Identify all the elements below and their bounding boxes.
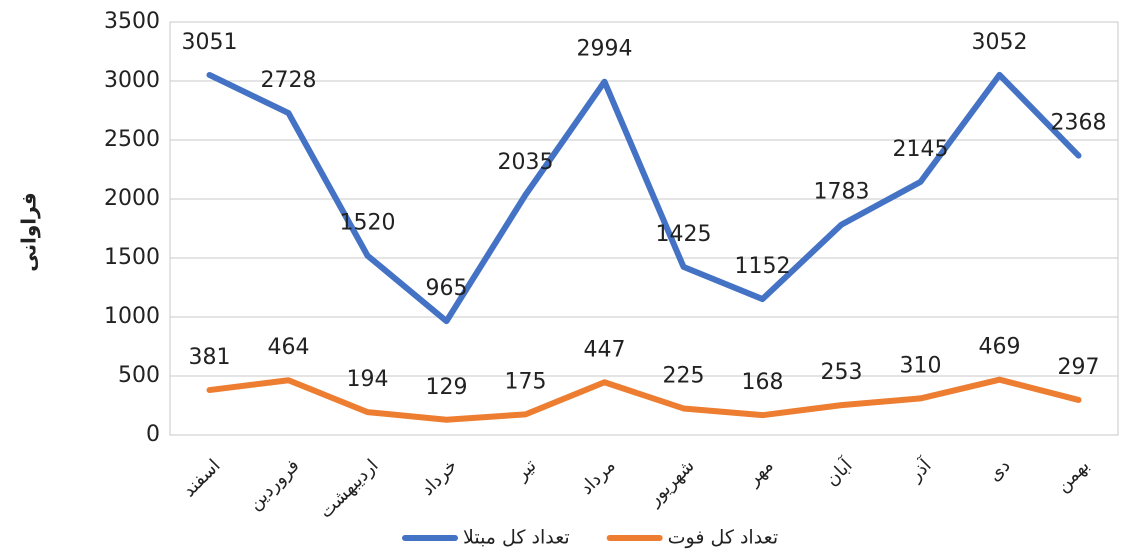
data-label: 297 [1058, 355, 1100, 380]
y-tick-label: 500 [118, 363, 160, 388]
y-tick-label: 3500 [104, 9, 160, 34]
data-label: 225 [663, 363, 705, 388]
data-label: 447 [584, 337, 626, 362]
data-label: 2145 [893, 137, 949, 162]
data-label: 3052 [972, 30, 1028, 55]
x-tick-label: مرداد [576, 455, 620, 499]
x-tick-label: مهر [742, 455, 777, 490]
x-tick-label: فروردین [244, 455, 303, 514]
series-line [206, 376, 1082, 423]
data-label: 1152 [735, 254, 791, 279]
data-label: 168 [742, 370, 784, 395]
x-tick-label: بهمن [1052, 455, 1093, 496]
y-tick-label: 2500 [104, 127, 160, 152]
x-tick-label: آذر [903, 453, 936, 486]
data-label: 253 [821, 360, 863, 385]
data-label: 1520 [340, 211, 396, 236]
data-label: 2368 [1051, 111, 1107, 136]
data-label: 1783 [814, 180, 870, 205]
y-tick-label: 3000 [104, 68, 160, 93]
data-label: 381 [189, 345, 231, 370]
y-axis-label: فراوانی [17, 192, 41, 271]
data-label: 464 [268, 335, 310, 360]
data-label: 310 [900, 353, 942, 378]
data-label: 2994 [577, 37, 633, 62]
data-label: 194 [347, 367, 389, 392]
x-tick-label: دی [984, 455, 1014, 485]
x-tick-label: شهریور [643, 455, 698, 510]
x-tick-label: خرداد [417, 455, 462, 500]
y-tick-label: 0 [146, 422, 160, 447]
y-tick-label: 1000 [104, 304, 160, 329]
legend-label: تعداد کل مبتلا [463, 527, 570, 549]
series-line [206, 71, 1082, 325]
legend-label: تعداد کل فوت [668, 527, 778, 549]
data-label: 965 [426, 276, 468, 301]
data-label: 2728 [261, 68, 317, 93]
data-label: 129 [426, 375, 468, 400]
y-tick-label: 1500 [104, 245, 160, 270]
x-tick-label: اردیبهشت [315, 455, 382, 522]
y-tick-label: 2000 [104, 186, 160, 211]
data-label: 1425 [656, 222, 712, 247]
data-label: 3051 [182, 30, 238, 55]
data-label: 175 [505, 369, 547, 394]
data-label: 469 [979, 335, 1021, 360]
x-tick-label: آبان [820, 453, 857, 490]
x-tick-label: اسفند [179, 455, 225, 501]
x-tick-label: تیر [511, 455, 541, 485]
data-label: 2035 [498, 150, 554, 175]
